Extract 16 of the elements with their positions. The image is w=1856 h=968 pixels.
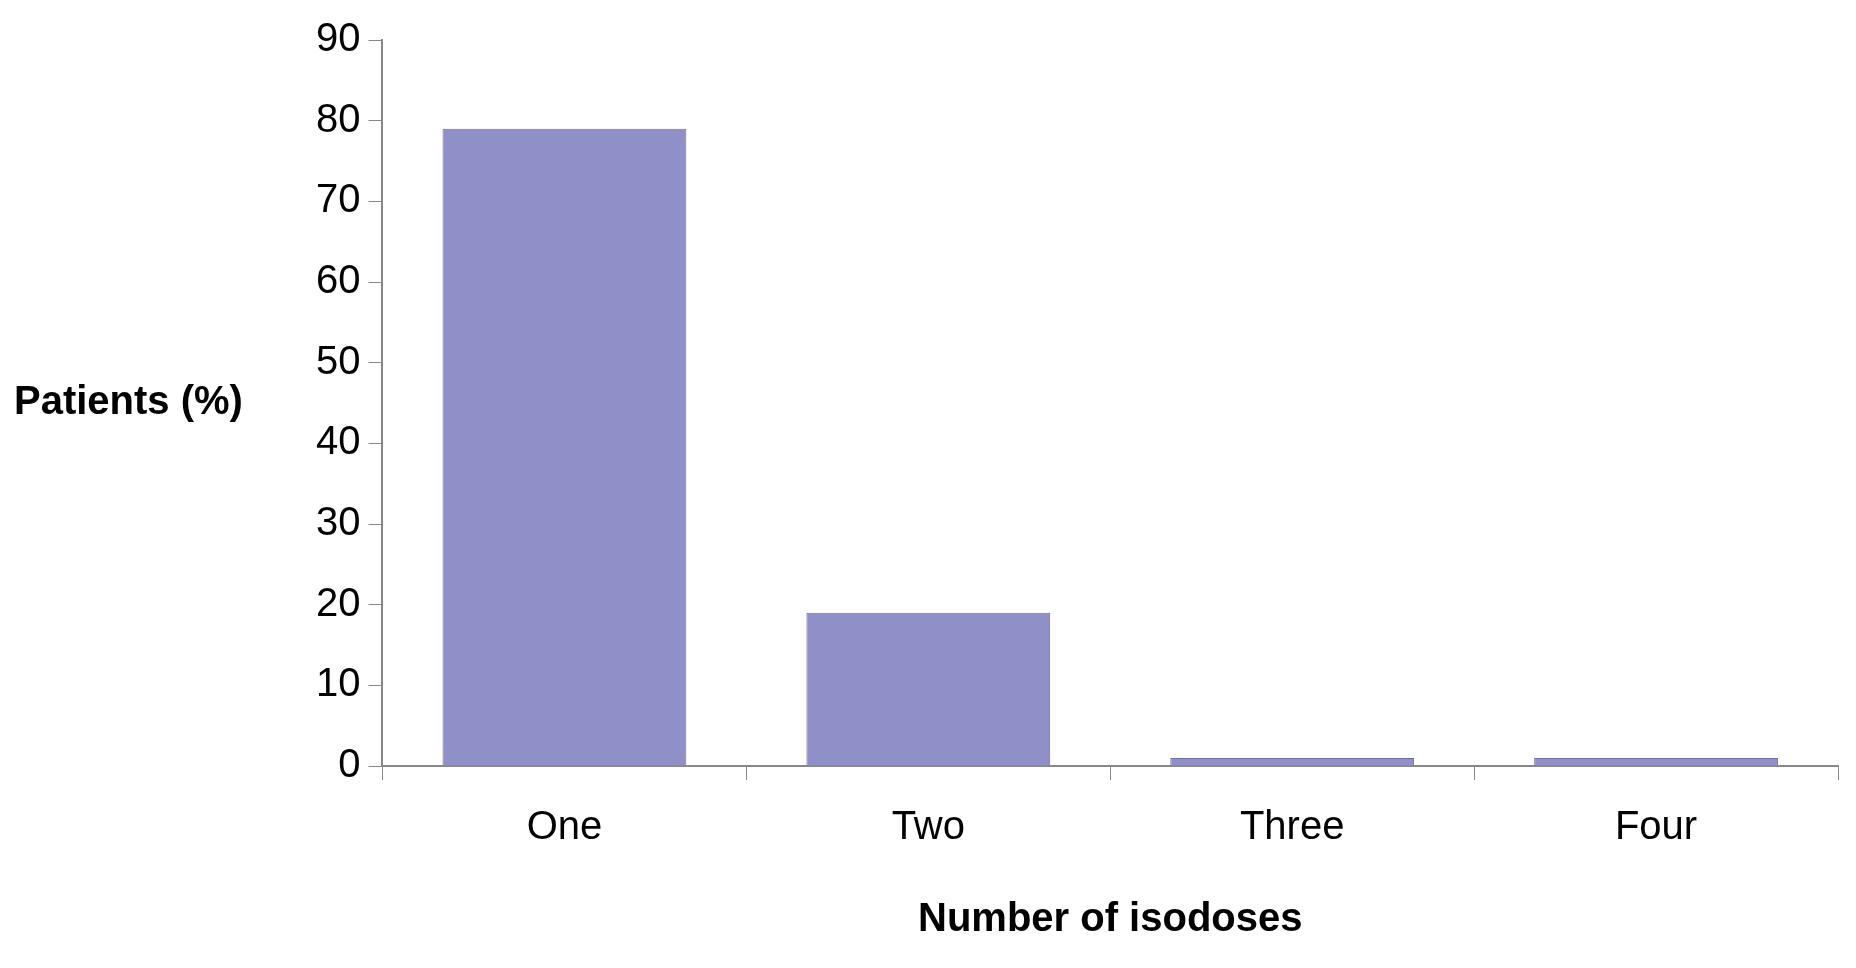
y-tick-label: 20	[315, 579, 361, 624]
y-axis-title: Patients (%)	[14, 378, 243, 423]
x-tick-label: Three	[1239, 803, 1345, 848]
x-tick-label: One	[526, 803, 603, 848]
y-tick-label: 0	[338, 741, 361, 786]
y-tick-label: 70	[315, 176, 361, 221]
y-tick-label: 40	[315, 418, 361, 463]
y-tick-label: 80	[315, 95, 361, 140]
y-tick-label: 90	[315, 15, 361, 60]
y-tick-label: 60	[315, 257, 361, 302]
x-axis-title: Number of isodoses	[917, 895, 1303, 940]
y-tick-label: 10	[315, 660, 361, 705]
y-tick-label: 50	[315, 337, 361, 382]
x-tick-label: Four	[1614, 803, 1698, 848]
y-tick-label: 30	[315, 499, 361, 544]
x-tick-label: Two	[891, 803, 965, 848]
